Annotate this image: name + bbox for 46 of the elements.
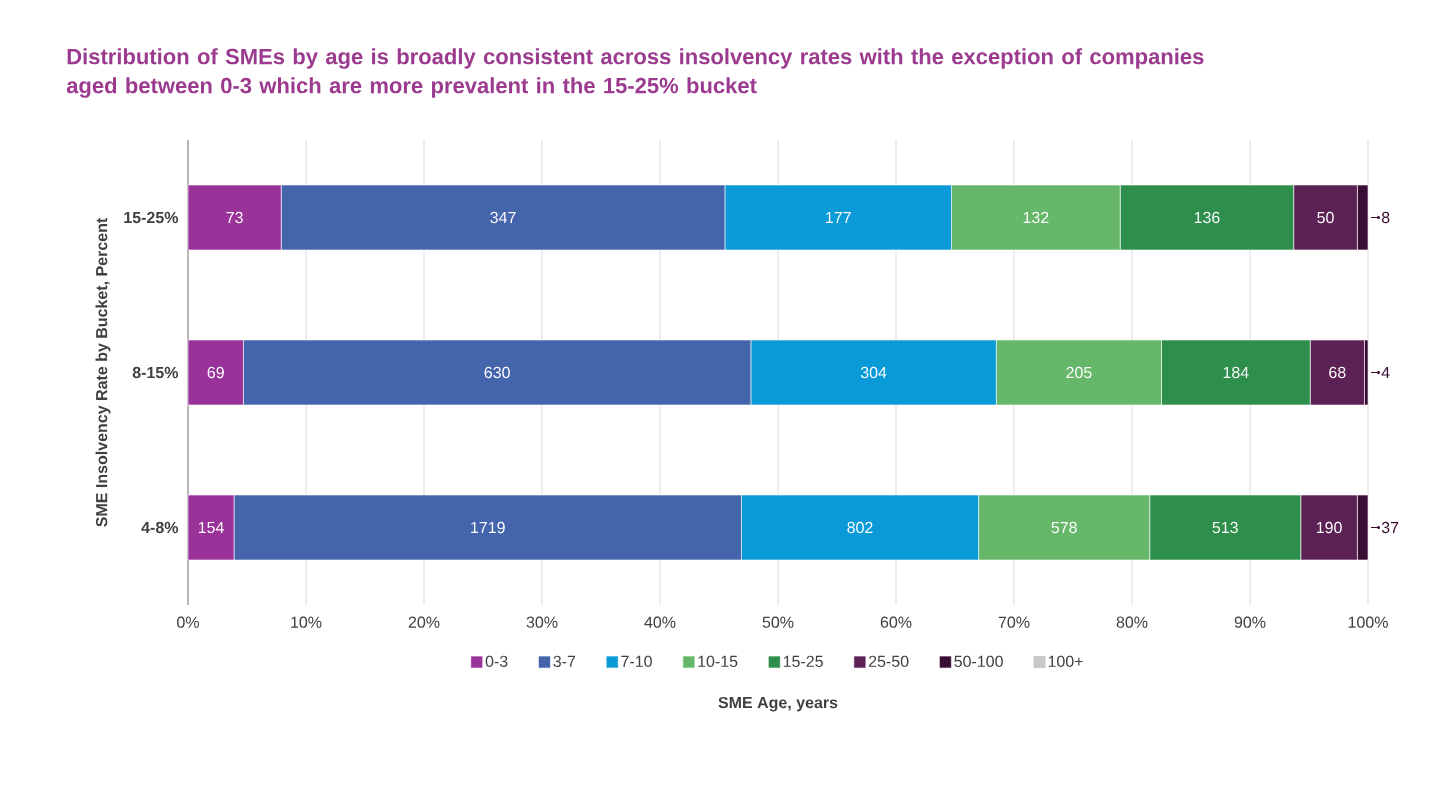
annotation: 205: [1066, 366, 1092, 379]
x-tick-label: 30%: [526, 616, 558, 628]
annotation: 69: [207, 366, 224, 379]
x-tick-label: 10%: [291, 616, 322, 628]
annotation: 190: [1316, 521, 1342, 534]
chart-title: Distribution of SMEs by age is broadly consistent across insolvency rates with the exception of companies aged between 0-3 which are more prevalent in the 15-25% bucket: [66, 48, 1204, 98]
annotation: 184: [1223, 366, 1249, 379]
y-tick-label: 15-25%: [124, 211, 179, 224]
x-tick-label: 20%: [408, 616, 440, 628]
legend-label: 25-50: [868, 655, 909, 668]
x-axis-title: SME Age, years: [718, 696, 838, 712]
text: 8: [1381, 211, 1390, 224]
annotation: 50: [1317, 211, 1334, 224]
x-tick-label: 100%: [1348, 616, 1388, 628]
x-tick-label: 70%: [998, 616, 1030, 628]
x-tick-label: 50%: [762, 616, 794, 628]
y-tick-label: 8-15%: [132, 366, 179, 379]
legend-label: 15-25: [783, 655, 823, 668]
y-axis-title: SME Insolvency Rate by Bucket, Percent: [95, 218, 111, 527]
annotation: 177: [826, 211, 851, 223]
legend-label: 10-15: [698, 655, 738, 668]
legend-label: 0-3: [485, 655, 508, 668]
legend-label: 7-10: [621, 655, 652, 668]
annotation: 304: [860, 366, 887, 379]
x-tick-label: 60%: [880, 616, 912, 628]
annotation: 154: [198, 521, 224, 534]
legend-label: 3-7: [553, 655, 576, 668]
legend-label: 100+: [1048, 655, 1083, 668]
annotation: 802: [847, 521, 873, 534]
y-tick-label: 4-8%: [141, 521, 179, 534]
annotation: 132: [1023, 211, 1049, 224]
x-tick-label: 0%: [177, 616, 199, 628]
text: 4: [1381, 366, 1390, 378]
annotation: 578: [1051, 521, 1077, 534]
annotation: 136: [1194, 211, 1220, 224]
annotation: 630: [484, 366, 510, 379]
annotation: 73: [226, 211, 243, 224]
annotation: 1719: [471, 521, 505, 534]
text: 37: [1381, 521, 1399, 534]
x-tick-label: 40%: [644, 616, 676, 628]
x-tick-label: 80%: [1116, 616, 1148, 628]
x-tick-label: 90%: [1234, 616, 1266, 628]
legend-label: 50-100: [954, 655, 1003, 668]
annotation: 68: [1329, 366, 1346, 379]
annotation: 347: [490, 211, 516, 224]
annotation: 513: [1212, 521, 1238, 534]
